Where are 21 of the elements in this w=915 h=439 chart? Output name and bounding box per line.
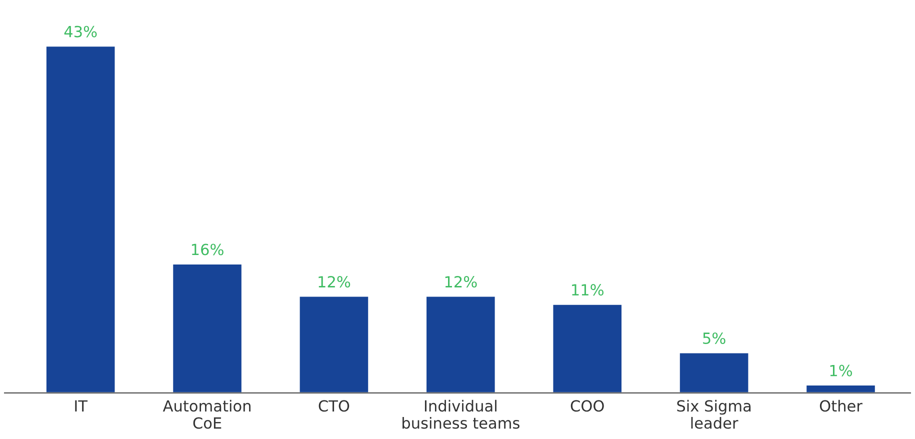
bar bbox=[172, 263, 243, 393]
data-label: 5% bbox=[703, 332, 726, 344]
data-label: 12% bbox=[445, 276, 477, 288]
data-label: 1% bbox=[830, 364, 852, 376]
x-tick-label: Automation CoE bbox=[162, 400, 250, 429]
data-label: 11% bbox=[572, 284, 604, 296]
x-tick-label: Other bbox=[820, 400, 862, 412]
data-label: 16% bbox=[192, 244, 224, 256]
data-label: 43% bbox=[64, 26, 97, 38]
data-label: 12% bbox=[318, 276, 350, 288]
x-tick-label: COO bbox=[570, 400, 604, 412]
x-tick-label: IT bbox=[75, 400, 88, 412]
x-tick-label: Six Sigma leader bbox=[677, 400, 751, 429]
bar bbox=[552, 303, 623, 393]
x-tick-label: Individual business teams bbox=[402, 400, 520, 429]
x-tick-label: CTO bbox=[318, 400, 350, 412]
bar bbox=[805, 384, 876, 393]
bar bbox=[298, 295, 370, 393]
bar bbox=[678, 352, 750, 393]
bar bbox=[45, 45, 116, 393]
bar bbox=[425, 295, 496, 393]
